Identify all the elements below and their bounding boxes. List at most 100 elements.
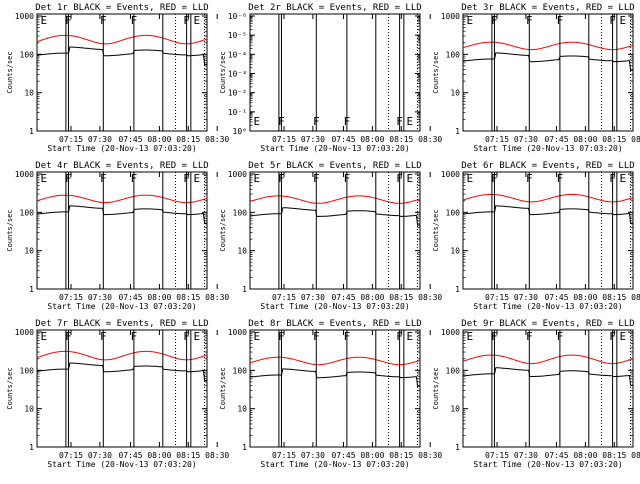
event-annotation: E <box>40 330 47 343</box>
event-annotation: F <box>491 14 498 27</box>
event-annotation: F <box>100 14 107 27</box>
y-axis-label: Counts/sec <box>6 51 14 93</box>
x-tick-label: 08:15 <box>602 451 626 460</box>
x-axis-label: Start Time (20-Nov-13 07:03:20) <box>260 302 409 311</box>
x-tick-label: 08:30 <box>418 451 442 460</box>
x-axis-label: Start Time (20-Nov-13 07:03:20) <box>473 144 622 153</box>
event-annotation: F <box>526 14 533 27</box>
event-annotation: F <box>183 330 190 343</box>
event-annotation: E <box>253 172 260 185</box>
y-tick-label: 10 <box>450 247 460 256</box>
panel-8: Det 8r BLACK = Events, RED = LLD Counts/s… <box>219 319 442 469</box>
event-annotation: F <box>278 172 285 185</box>
x-tick-label: 08:00 <box>360 451 384 460</box>
x-tick-label: 07:45 <box>331 293 355 302</box>
plot-frame <box>249 13 421 132</box>
event-annotation: F <box>526 172 533 185</box>
x-tick-label: 07:30 <box>301 451 325 460</box>
event-annotation: F <box>131 330 138 343</box>
y-tick-label: 100 <box>446 208 461 217</box>
panel-title: Det 2r BLACK = Events, RED = LLD <box>248 3 421 13</box>
panel-title: Det 7r BLACK = Events, RED = LLD <box>35 319 208 329</box>
events-series-line <box>463 367 633 386</box>
x-axis-label: Start Time (20-Nov-13 07:03:20) <box>47 302 196 311</box>
event-annotation: F <box>557 172 564 185</box>
x-axis-label: Start Time (20-Nov-13 07:03:20) <box>473 460 622 469</box>
x-tick-label: 07:45 <box>118 293 142 302</box>
y-axis-label: Counts/sec <box>432 51 440 93</box>
event-annotation: F <box>609 14 616 27</box>
event-annotation: F <box>344 330 351 343</box>
x-tick-label: 07:30 <box>514 135 538 144</box>
lld-series-line <box>250 356 420 366</box>
y-tick-label: 100 <box>20 366 35 375</box>
y-tick-label: 10⁻⁴ <box>228 50 247 59</box>
x-tick-label: 07:15 <box>272 293 296 302</box>
event-annotation: E <box>619 330 626 343</box>
panel-2: Det 2r BLACK = Events, RED = LLD Counts/s… <box>219 3 442 153</box>
event-annotation: F <box>344 115 351 128</box>
lld-series-line <box>250 195 420 204</box>
y-tick-label: 1 <box>455 285 460 294</box>
event-annotation: F <box>526 330 533 343</box>
y-tick-label: 10 <box>237 247 247 256</box>
plot-frame <box>36 13 208 132</box>
event-annotation: F <box>344 172 351 185</box>
event-annotation: F <box>313 330 320 343</box>
y-tick-label: 100 <box>446 366 461 375</box>
event-annotation: F <box>491 172 498 185</box>
panel-title: Det 8r BLACK = Events, RED = LLD <box>248 319 421 329</box>
y-axis-label: Counts/sec <box>432 367 440 409</box>
x-tick-label: 07:30 <box>88 293 112 302</box>
x-tick-label: 07:30 <box>301 293 325 302</box>
x-tick-label: 07:15 <box>272 451 296 460</box>
event-annotation: F <box>557 330 564 343</box>
event-annotation: F <box>396 115 403 128</box>
x-tick-label: 07:45 <box>331 451 355 460</box>
event-annotation: E <box>40 172 47 185</box>
event-annotation: F <box>100 172 107 185</box>
event-annotation: E <box>619 14 626 27</box>
y-tick-label: 1000 <box>228 328 247 337</box>
y-tick-label: 10⁻⁵ <box>228 31 247 40</box>
panel-title: Det 9r BLACK = Events, RED = LLD <box>461 319 634 329</box>
x-tick-label: 08:00 <box>147 135 171 144</box>
y-tick-label: 10 <box>24 89 34 98</box>
event-annotation: F <box>313 115 320 128</box>
event-annotation: E <box>466 172 473 185</box>
x-axis-label: Start Time (20-Nov-13 07:03:20) <box>473 302 622 311</box>
x-tick-label: 08:15 <box>389 135 413 144</box>
x-tick-label: 07:15 <box>59 451 83 460</box>
y-tick-label: 1000 <box>15 170 34 179</box>
x-tick-label: 07:45 <box>331 135 355 144</box>
x-tick-label: 07:45 <box>118 451 142 460</box>
x-tick-label: 08:00 <box>360 293 384 302</box>
x-tick-label: 07:30 <box>88 135 112 144</box>
panel-4: Det 4r BLACK = Events, RED = LLD Counts/s… <box>6 161 229 311</box>
plot-frame <box>249 171 421 290</box>
panel-title: Det 3r BLACK = Events, RED = LLD <box>461 3 634 13</box>
plot-frame <box>462 329 634 448</box>
lld-series-line <box>463 193 633 203</box>
event-annotation: F <box>396 172 403 185</box>
x-tick-label: 07:30 <box>514 451 538 460</box>
event-annotation: F <box>65 172 72 185</box>
y-tick-label: 1 <box>455 443 460 452</box>
panel-title: Det 6r BLACK = Events, RED = LLD <box>461 161 634 171</box>
y-tick-label: 10 <box>450 89 460 98</box>
x-tick-label: 07:15 <box>59 135 83 144</box>
event-annotation: E <box>193 172 200 185</box>
x-tick-label: 07:45 <box>118 135 142 144</box>
event-annotation: F <box>278 330 285 343</box>
panel-title: Det 5r BLACK = Events, RED = LLD <box>248 161 421 171</box>
plot-frame <box>462 171 634 290</box>
y-tick-label: 10 <box>24 247 34 256</box>
events-series-line <box>250 207 420 226</box>
events-series-line <box>463 205 633 224</box>
plot-frame <box>36 171 208 290</box>
x-tick-label: 07:45 <box>544 451 568 460</box>
event-annotation: F <box>65 14 72 27</box>
y-axis-label: Counts/sec <box>219 51 227 93</box>
